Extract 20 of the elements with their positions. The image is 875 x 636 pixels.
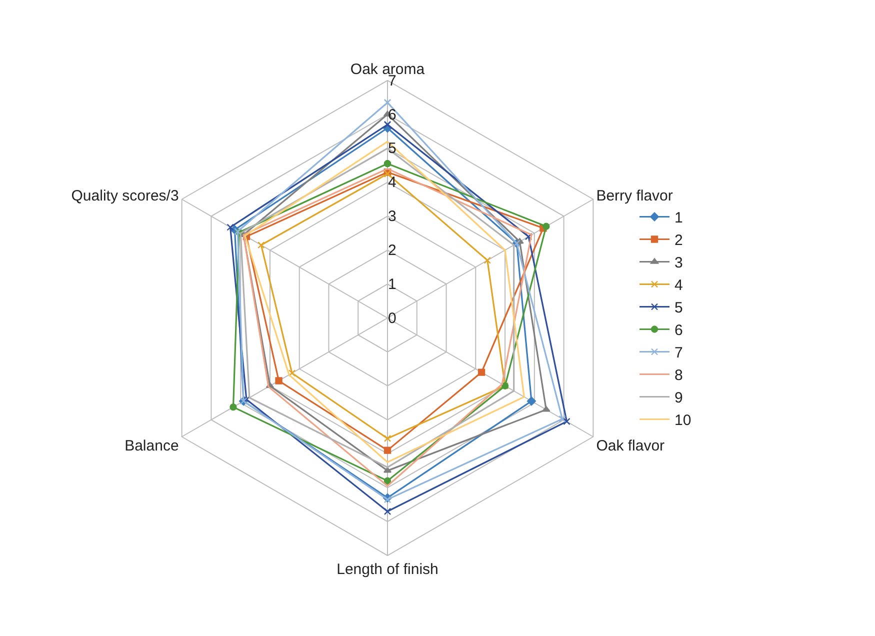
legend-label: 1 xyxy=(674,210,683,227)
spoke-label: Berry flavor xyxy=(596,188,673,205)
spoke-label: Balance xyxy=(124,438,179,455)
legend-label: 9 xyxy=(674,390,683,407)
spoke-label: Oak flavor xyxy=(596,438,665,455)
legend-label: 2 xyxy=(674,232,683,250)
y-tick-label: 4 xyxy=(388,174,396,192)
legend-label: 6 xyxy=(674,322,683,340)
y-tick-label: 1 xyxy=(388,276,396,293)
y-tick-label: 3 xyxy=(388,208,396,226)
legend-label: 8 xyxy=(674,367,683,384)
y-tick-label: 0 xyxy=(388,310,396,327)
legend-label: 10 xyxy=(674,412,692,430)
legend-label: 4 xyxy=(674,277,683,294)
legend-label: 7 xyxy=(674,344,683,362)
legend-label: 5 xyxy=(674,300,683,317)
legend-label: 3 xyxy=(674,254,683,272)
spoke-label: Quality scores/3 xyxy=(71,188,179,205)
y-tick-label: 2 xyxy=(388,242,396,260)
spoke-label: Length of finish xyxy=(336,561,438,578)
